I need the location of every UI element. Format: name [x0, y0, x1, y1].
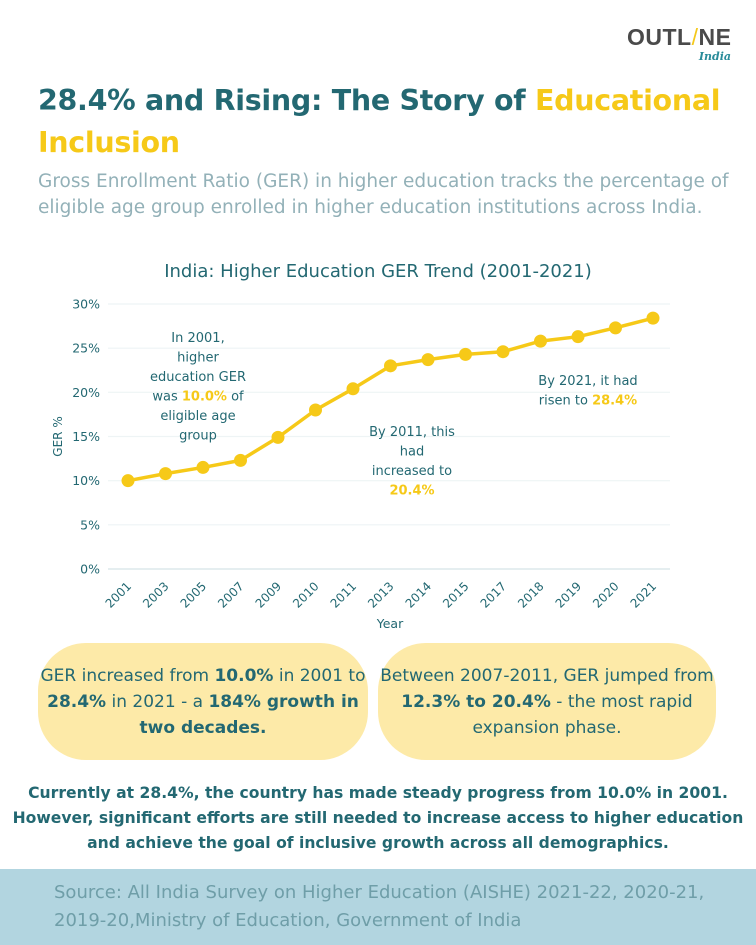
- x-tick-label: 2021: [628, 579, 659, 610]
- title-highlight: Educational Inclusion: [38, 84, 721, 159]
- x-tick-label: 2005: [178, 579, 209, 610]
- y-tick-label: 10%: [72, 473, 100, 488]
- callout-growth-text: GER increased from 10.0% in 2001 to 28.4…: [38, 663, 368, 741]
- data-point: [609, 321, 622, 335]
- x-tick-label: 2013: [365, 579, 396, 610]
- chart-annotation: education GER: [150, 370, 246, 385]
- data-point: [459, 347, 472, 361]
- logo-wordmark: OUTL/NE: [627, 24, 732, 50]
- annotation-text: By 2021, it had: [538, 374, 637, 389]
- chart-annotation: higher: [177, 351, 219, 366]
- callout-text: in 2021 - a: [106, 691, 209, 712]
- annotation-text: In 2001,: [171, 331, 224, 346]
- y-tick-label: 15%: [72, 429, 100, 444]
- title-main: 28.4% and Rising: The Story of: [38, 84, 535, 117]
- annotation-highlight: 10.0%: [182, 390, 227, 405]
- y-tick-label: 5%: [80, 517, 100, 532]
- callout-highlight: 10.0%: [214, 665, 274, 686]
- x-tick-label: 2017: [478, 579, 509, 610]
- data-point: [121, 474, 135, 488]
- data-point: [496, 345, 510, 359]
- data-point: [234, 453, 247, 467]
- x-tick-label: 2001: [103, 579, 134, 610]
- data-point: [534, 334, 547, 348]
- data-point: [646, 311, 660, 325]
- source-footer: Source: All India Survey on Higher Educa…: [0, 869, 756, 945]
- annotation-text: By 2011, this: [369, 425, 455, 440]
- data-point: [421, 353, 435, 367]
- chart-annotation: In 2001,: [171, 331, 224, 346]
- annotation-text: increased to: [372, 464, 452, 479]
- callout-rapid-expansion-text: Between 2007-2011, GER jumped from 12.3%…: [378, 663, 716, 741]
- annotation-text: higher: [177, 351, 219, 366]
- callout-text: Between 2007-2011, GER jumped from: [380, 665, 714, 686]
- chart-annotation: group: [179, 429, 217, 444]
- data-point: [159, 467, 172, 481]
- chart-annotation: eligible age: [160, 409, 235, 424]
- x-tick-label: 2015: [440, 579, 471, 610]
- annotation-text: education GER: [150, 370, 246, 385]
- chart-annotation: By 2021, it had: [538, 374, 637, 389]
- source-text: Source: All India Survey on Higher Educa…: [54, 882, 705, 931]
- annotation-text: had: [400, 445, 424, 460]
- data-point: [384, 359, 397, 373]
- data-point: [271, 430, 285, 444]
- chart-annotation: was 10.0% of: [152, 390, 244, 405]
- callout-text: in 2001 to: [273, 665, 366, 686]
- x-tick-label: 2019: [553, 579, 584, 610]
- y-tick-label: 0%: [80, 562, 100, 577]
- callout-highlight: 184% growth in two decades.: [139, 691, 359, 738]
- page-title: 28.4% and Rising: The Story of Education…: [38, 80, 728, 164]
- y-tick-label: 20%: [72, 385, 100, 400]
- conclusion-text: Currently at 28.4%, the country has made…: [12, 784, 744, 852]
- x-tick-label: 2010: [290, 579, 321, 610]
- outline-india-logo: OUTL/NE India: [627, 24, 737, 64]
- data-point: [571, 330, 585, 344]
- y-tick-label: 25%: [72, 341, 100, 356]
- y-axis-label: GER %: [51, 416, 65, 456]
- callout-text: GER increased from: [40, 665, 215, 686]
- x-axis-label: Year: [376, 616, 404, 631]
- chart-annotation: 20.4%: [389, 484, 434, 499]
- chart-annotation: had: [400, 445, 424, 460]
- page-subtitle: Gross Enrollment Ratio (GER) in higher e…: [38, 171, 729, 218]
- callout-text: - the most rapid expansion phase.: [472, 691, 693, 738]
- annotation-text: risen to: [539, 394, 592, 409]
- annotation-highlight: 20.4%: [389, 484, 434, 499]
- x-tick-label: 2018: [515, 579, 546, 610]
- callout-highlight: 28.4%: [47, 691, 107, 712]
- x-tick-label: 2007: [215, 579, 246, 610]
- annotation-highlight: 28.4%: [592, 394, 637, 409]
- annotation-text: eligible age: [160, 409, 235, 424]
- x-tick-label: 2003: [140, 579, 171, 610]
- callout-highlight: 12.3% to 20.4%: [401, 691, 551, 712]
- chart-annotation: risen to 28.4%: [539, 394, 637, 409]
- chart-annotation: increased to: [372, 464, 452, 479]
- logo-subtext: India: [698, 50, 731, 63]
- ger-line-chart: 0% 5% 10% 15% 20% 25% 30% GER % 2001 2003 2005 2007…: [51, 297, 670, 631]
- annotation-text: was: [152, 390, 182, 405]
- chart-title: India: Higher Education GER Trend (2001-…: [164, 261, 592, 282]
- data-point: [196, 460, 210, 474]
- data-point: [346, 382, 360, 396]
- x-tick-label: 2011: [328, 579, 359, 610]
- callout-rapid-expansion: Between 2007-2011, GER jumped from 12.3%…: [378, 643, 716, 760]
- callout-growth: GER increased from 10.0% in 2001 to 28.4…: [38, 643, 368, 760]
- x-tick-label: 2014: [403, 579, 434, 610]
- annotation-text: group: [179, 429, 217, 444]
- data-point: [309, 403, 322, 417]
- y-tick-label: 30%: [72, 297, 100, 312]
- x-tick-label: 2009: [253, 579, 284, 610]
- annotation-text: of: [227, 390, 244, 405]
- x-tick-label: 2020: [590, 579, 621, 610]
- chart-annotation: By 2011, this: [369, 425, 455, 440]
